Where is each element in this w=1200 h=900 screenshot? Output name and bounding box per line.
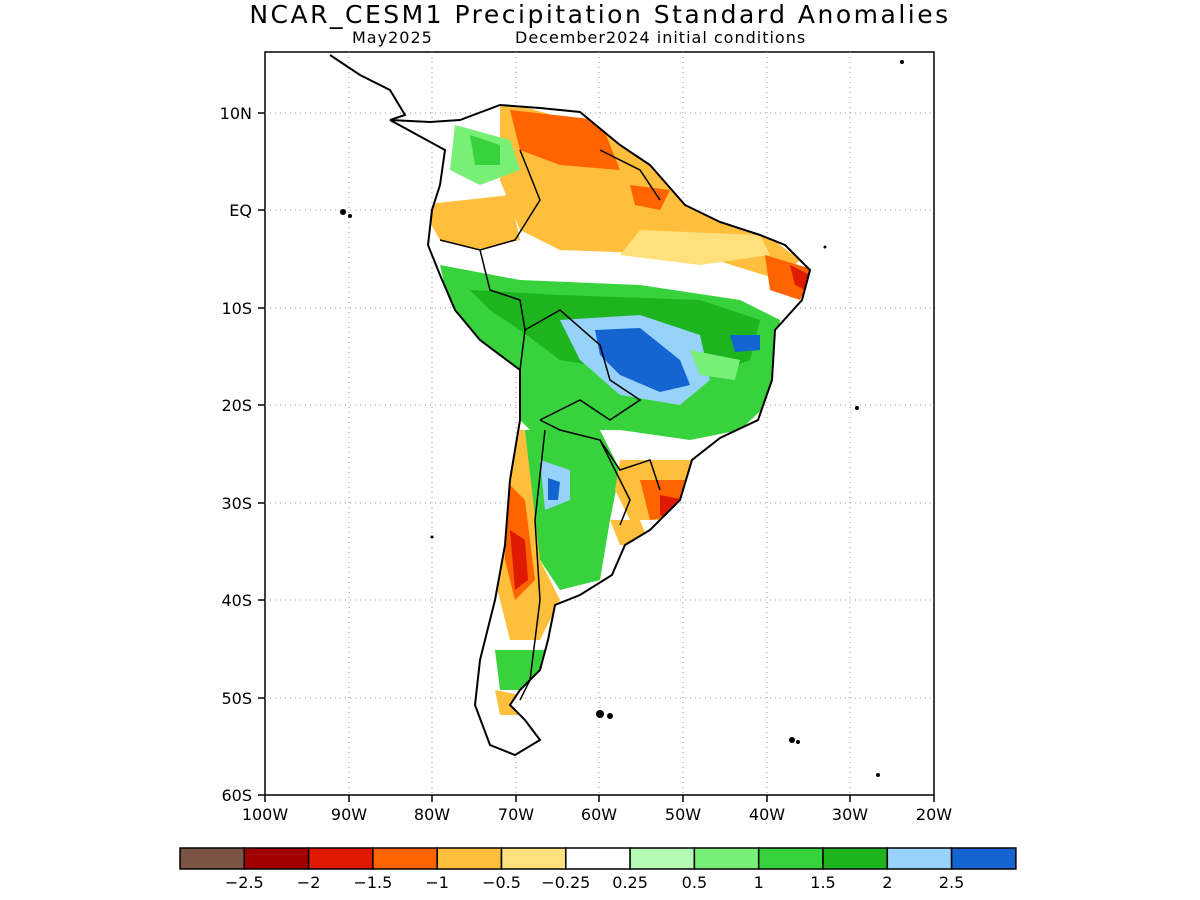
colorbar-label: −0.25	[541, 873, 590, 892]
central-america-coast	[329, 54, 407, 121]
lat-label: 20S	[221, 396, 252, 415]
lat-label: 50S	[221, 689, 252, 708]
lat-label: 10S	[221, 299, 252, 318]
colorbar-label: 2.5	[939, 873, 964, 892]
colorbar-label: 0.25	[612, 873, 648, 892]
colorbar-label: 2	[882, 873, 892, 892]
lon-label: 100W	[242, 805, 289, 824]
colorbar-label: −2.5	[225, 873, 264, 892]
colorbar-swatch	[243, 847, 310, 870]
lon-label: 50W	[665, 805, 701, 824]
colorbar-label: −0.5	[482, 873, 521, 892]
colorbar-swatch	[629, 847, 696, 870]
colorbar-swatch	[950, 847, 1017, 870]
colorbar-swatch	[436, 847, 503, 870]
lon-label: 70W	[498, 805, 534, 824]
colorbar-swatch	[500, 847, 567, 870]
lon-label: 40W	[749, 805, 785, 824]
colorbar: −2.5 −2 −1.5 −1 −0.5 −0.25 0.25 0.5 1 1.5 2 2.5	[179, 847, 1017, 892]
lon-label: 20W	[916, 805, 952, 824]
colorbar-swatch	[886, 847, 953, 870]
lon-label: 60W	[581, 805, 617, 824]
colorbar-label: −1	[425, 873, 449, 892]
lon-label: 80W	[414, 805, 450, 824]
colorbar-swatch	[693, 847, 760, 870]
axis-ticks	[258, 112, 935, 802]
lon-label: 30W	[832, 805, 868, 824]
colorbar-label: 1	[754, 873, 764, 892]
init-conditions-label: December2024 initial conditions	[515, 28, 807, 47]
colorbar-swatch	[565, 847, 631, 870]
colorbar-swatch	[757, 847, 824, 870]
islands	[340, 60, 904, 777]
lat-label: 10N	[220, 104, 252, 123]
coastline	[389, 103, 812, 757]
colorbar-swatch	[372, 847, 438, 870]
colorbar-swatch	[179, 847, 246, 870]
lat-label: 40S	[221, 591, 252, 610]
colorbar-swatch	[307, 847, 374, 870]
lat-label: EQ	[229, 201, 252, 220]
country-borders	[439, 149, 661, 701]
colorbar-swatch	[822, 847, 889, 870]
lat-label: 60S	[221, 786, 252, 805]
valid-month-label: May2025	[352, 28, 433, 47]
colorbar-label: 1.5	[810, 873, 835, 892]
colorbar-label: 0.5	[682, 873, 707, 892]
chart-title: NCAR_CESM1 Precipitation Standard Anomal…	[249, 0, 951, 29]
colorbar-label: −2	[297, 873, 321, 892]
colorbar-label: −1.5	[353, 873, 392, 892]
lat-label: 30S	[221, 494, 252, 513]
lon-label: 90W	[331, 805, 367, 824]
